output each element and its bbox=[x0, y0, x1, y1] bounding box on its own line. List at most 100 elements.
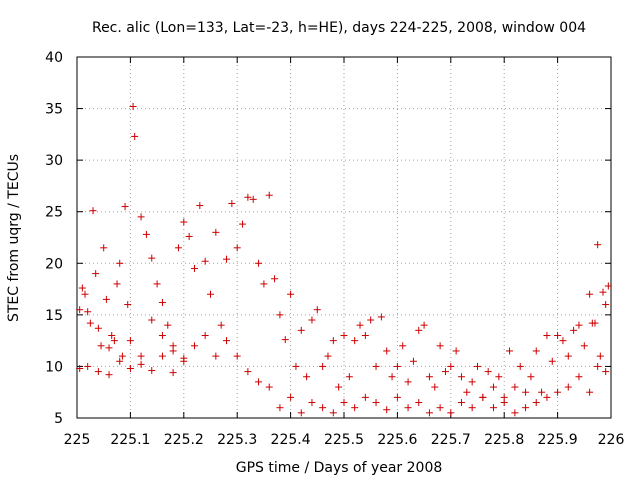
data-point bbox=[404, 378, 412, 386]
data-point bbox=[340, 399, 348, 407]
data-point bbox=[351, 404, 359, 412]
data-point bbox=[604, 282, 612, 290]
data-point bbox=[538, 388, 546, 396]
x-tick-label: 225.7 bbox=[431, 432, 471, 448]
y-tick-label: 20 bbox=[45, 256, 63, 272]
data-point bbox=[548, 357, 556, 365]
data-point bbox=[409, 357, 417, 365]
data-point bbox=[580, 342, 588, 350]
y-tick-label: 10 bbox=[45, 359, 63, 375]
data-point bbox=[255, 378, 263, 386]
data-point bbox=[126, 337, 134, 345]
x-tick-label: 226 bbox=[598, 432, 625, 448]
data-point bbox=[404, 404, 412, 412]
data-point bbox=[255, 259, 263, 267]
data-point bbox=[212, 228, 220, 236]
data-point bbox=[308, 399, 316, 407]
data-point bbox=[324, 352, 332, 360]
data-point bbox=[484, 368, 492, 376]
data-point bbox=[174, 244, 182, 252]
data-point bbox=[86, 319, 94, 327]
data-point bbox=[594, 362, 602, 370]
data-point bbox=[447, 409, 455, 417]
data-point bbox=[340, 331, 348, 339]
x-tick-label: 225 bbox=[64, 432, 91, 448]
y-tick-label: 40 bbox=[45, 50, 63, 66]
data-point bbox=[201, 257, 209, 265]
data-point bbox=[239, 220, 247, 228]
data-point bbox=[126, 364, 134, 372]
data-point bbox=[415, 399, 423, 407]
data-point bbox=[185, 232, 193, 240]
data-point bbox=[554, 388, 562, 396]
data-point bbox=[506, 347, 514, 355]
data-point bbox=[137, 360, 145, 368]
data-point bbox=[457, 399, 465, 407]
data-point bbox=[393, 362, 401, 370]
data-point bbox=[244, 193, 252, 201]
data-point bbox=[516, 362, 524, 370]
data-point bbox=[586, 388, 594, 396]
data-point bbox=[78, 284, 86, 292]
data-point bbox=[233, 352, 241, 360]
data-point bbox=[532, 347, 540, 355]
chart-title: Rec. alic (Lon=133, Lat=-23, h=HE), days… bbox=[92, 20, 586, 36]
data-point bbox=[335, 383, 343, 391]
data-point bbox=[468, 404, 476, 412]
data-points bbox=[76, 103, 612, 417]
data-point bbox=[511, 383, 519, 391]
data-point bbox=[474, 362, 481, 370]
data-point bbox=[361, 393, 369, 401]
data-point bbox=[554, 331, 562, 339]
data-point bbox=[586, 290, 594, 298]
data-point bbox=[276, 311, 284, 319]
data-point bbox=[271, 275, 279, 283]
data-point bbox=[441, 368, 449, 376]
data-point bbox=[383, 347, 391, 355]
data-point bbox=[116, 259, 124, 267]
data-point bbox=[121, 203, 129, 211]
data-point bbox=[292, 362, 300, 370]
data-point bbox=[543, 331, 551, 339]
data-point bbox=[329, 337, 337, 345]
x-tick-label: 225.6 bbox=[377, 432, 417, 448]
data-point bbox=[468, 378, 476, 386]
data-point bbox=[490, 383, 498, 391]
data-point bbox=[249, 195, 257, 203]
data-point bbox=[377, 313, 385, 321]
data-point bbox=[94, 368, 102, 376]
x-tick-label: 225.3 bbox=[217, 432, 257, 448]
data-point bbox=[76, 306, 84, 314]
data-point bbox=[356, 321, 364, 329]
data-point bbox=[570, 326, 578, 334]
data-point bbox=[113, 280, 121, 288]
data-point bbox=[559, 337, 567, 345]
data-point bbox=[313, 306, 321, 314]
data-point bbox=[415, 326, 423, 334]
data-point bbox=[169, 369, 177, 377]
data-point bbox=[372, 362, 380, 370]
data-point bbox=[102, 295, 110, 303]
x-tick-label: 225.8 bbox=[484, 432, 524, 448]
data-point bbox=[105, 371, 113, 379]
data-point bbox=[351, 337, 359, 345]
data-point bbox=[81, 290, 89, 298]
data-point bbox=[118, 352, 126, 360]
data-point bbox=[190, 264, 198, 272]
data-point bbox=[431, 383, 439, 391]
data-point bbox=[436, 404, 444, 412]
data-point bbox=[588, 319, 596, 327]
data-point bbox=[393, 393, 401, 401]
x-axis-ticks: 225 225.1 225.2 225.3 225.4 225.5 225.6 225.7 22… bbox=[64, 57, 625, 448]
data-point bbox=[420, 321, 428, 329]
data-point bbox=[89, 207, 97, 215]
data-point bbox=[92, 270, 100, 278]
data-point bbox=[361, 331, 369, 339]
data-point bbox=[383, 406, 391, 414]
data-point bbox=[105, 344, 113, 352]
x-tick-label: 225.4 bbox=[271, 432, 311, 448]
y-tick-label: 15 bbox=[45, 308, 63, 324]
data-point bbox=[131, 132, 139, 140]
data-point bbox=[207, 290, 214, 298]
